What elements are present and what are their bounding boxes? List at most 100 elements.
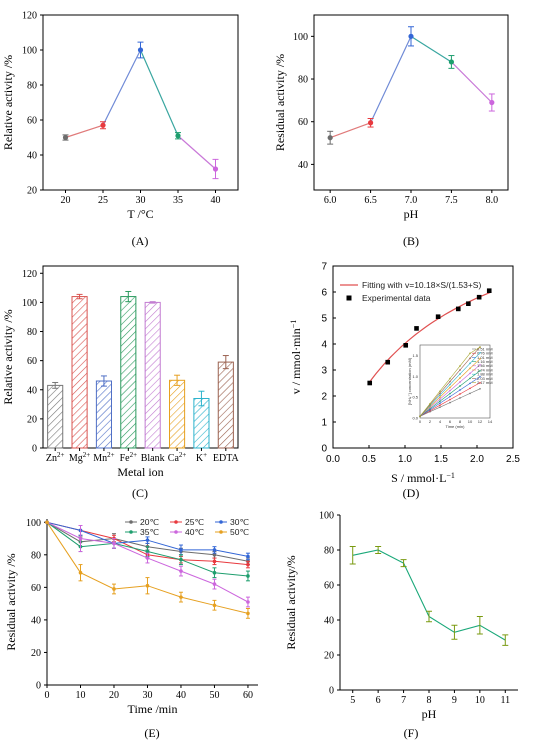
legend-data-swatch [346,295,352,301]
inset-series-point [469,372,471,375]
series-segment [102,49,142,126]
caption-e: (E) [144,726,159,740]
x-tick-label: 30 [142,690,152,701]
caption-f: (F) [404,726,419,740]
y-axis-title: Residual activity/% [284,555,298,649]
inset-series-point [419,415,421,418]
inset-series-point [469,392,471,395]
panel-e-thermal-stability: 0 10 20 30 40 50 60 0 20 40 60 80 100 Time /min Residu… [4,517,258,716]
data-point [145,549,150,554]
y-tick-label: 80 [31,550,41,561]
data-point [408,33,414,39]
bar [71,296,88,449]
y-tick-label: 100 [26,518,41,529]
data-point [448,59,455,65]
data-point [367,120,374,126]
data-point [414,326,419,331]
legend-label: 20℃ [140,517,159,527]
inset-series-point [429,402,431,405]
legend-marker [219,520,223,524]
x-tick-label: EDTA [213,453,240,464]
inset-x-tick-label: 14 [488,419,493,424]
y-axis-title: Relative activity /% [1,309,15,404]
inset-series-point [439,400,441,402]
y-tick-label: 4 [321,340,327,351]
y-tick-label: 100 [22,298,37,309]
data-point [466,301,471,306]
inset-series-point [469,367,471,370]
legend-marker [219,530,223,534]
data-point [246,554,250,559]
y-tick-label: 60 [31,583,41,594]
x-axis-title: pH [404,207,419,221]
data-point [212,603,217,608]
x-tick-label: 20 [61,195,71,206]
inset-x-tick-label: 12 [478,419,483,424]
x-tick-label: Zn2+ [46,451,65,464]
y-axis-title: Relative activity /% [1,55,15,150]
inset-series-point [439,402,441,404]
panel-f-ph-stability: 5 6 7 8 9 10 11 0 20 40 60 80 100 pH Residual activity… [284,511,518,721]
x-tick-label: 25 [98,195,108,206]
x-tick-label: 7.0 [405,195,418,206]
y-tick-label: 40 [324,616,334,627]
inset-series-point [449,392,451,395]
y-tick-label: 0 [32,444,37,455]
inset-series-point [459,389,461,391]
x-tick-label: K+ [196,451,207,464]
bar [169,379,186,449]
series-segment [177,135,216,170]
data-point [367,380,373,386]
y-tick-label: 2 [321,392,327,403]
panel-a-temperature-activity: 20 25 30 35 40 20 40 60 80 100 120 T /°C Relative ac… [1,11,239,221]
inset-x-tick-label: 0 [419,419,422,424]
bar [95,380,112,449]
data-point [403,343,409,348]
x-tick-label: 7.5 [445,195,458,206]
x-tick-label-base: Mg [69,453,83,464]
data-point [145,583,150,588]
y-tick-label: 40 [27,151,37,162]
y-tick-label: 40 [27,385,37,396]
inset-y-tick-label: 0.0 [412,416,418,421]
x-tick-label: Blank [141,453,165,464]
inset-series-point [439,404,441,406]
y-axis-title: v / mmol·min−1 [289,320,304,395]
x-tick-label: 40 [211,195,221,206]
x-tick-label: 1.5 [434,454,448,465]
inset-frame [419,344,491,419]
y-tick-label: 5 [321,314,327,325]
x-tick-label: 6 [376,695,381,706]
legend-label: 30℃ [230,517,249,527]
x-tick-label: 60 [243,690,253,701]
data-point [179,569,183,573]
inset-series-point [449,386,451,389]
x-axis-title: Time /min [128,702,178,716]
inset-legend-label: 1.74 mM [477,367,493,372]
x-axis-title: Metal ion [117,465,163,479]
data-point [476,294,482,300]
y-tick-label: 100 [319,511,334,522]
y-tick-label: 7 [321,262,327,273]
y-tick-label: 60 [27,356,37,367]
data-point [246,562,250,567]
data-point [112,541,116,546]
data-point [455,306,461,312]
inset-series-point [439,392,441,394]
series-segment [139,49,179,136]
inset-legend-label: 1.46 mM [477,363,493,368]
y-tick-label: 80 [298,75,308,86]
inset-y-title: [NH₄⁺] concentration (mM) [407,357,412,405]
series-segment [450,61,493,103]
x-tick-label: 6.5 [364,195,377,206]
data-point [212,548,217,552]
x-tick-label: 9 [452,695,457,706]
y-tick-label: 120 [22,11,37,22]
inset-x-tick-label: 10 [468,419,473,424]
inset-x-tick-label: 6 [449,419,452,424]
x-tick-label: 2.0 [470,454,484,465]
x-axis-title: pH [422,707,437,721]
y-tick-label: 80 [27,327,37,338]
x-tick-label: Fe2+ [120,451,138,464]
